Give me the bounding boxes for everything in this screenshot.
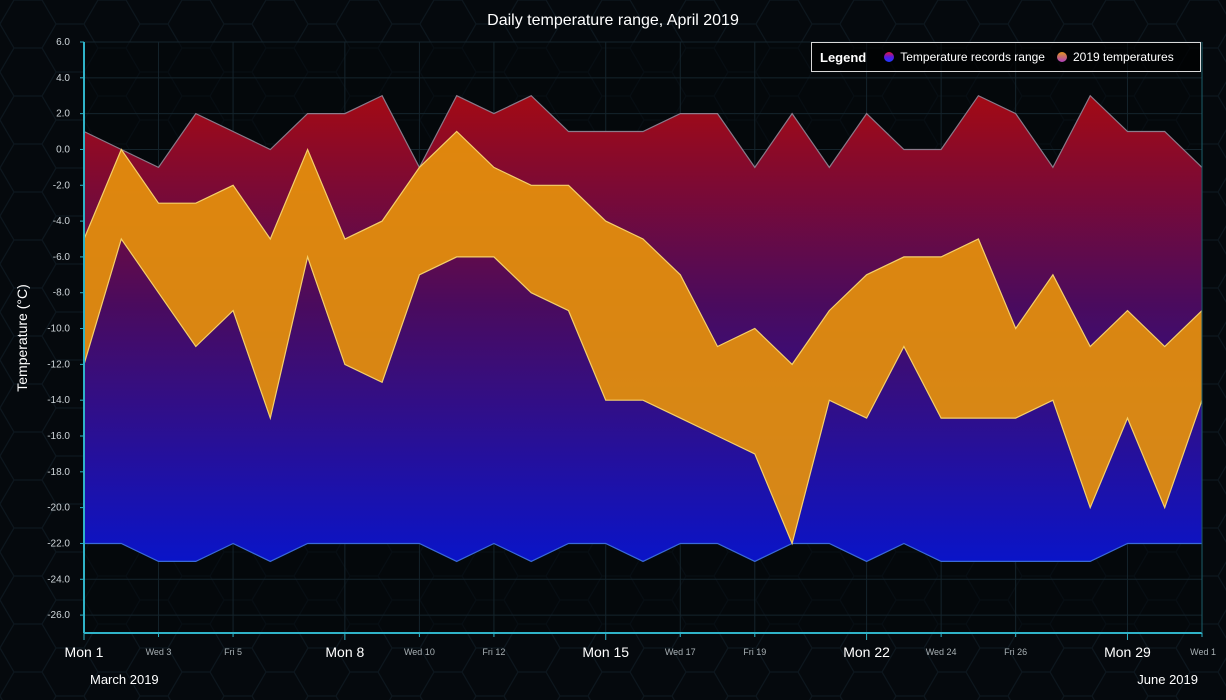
y-tick-label: -8.0 — [53, 288, 71, 299]
date-label-right: June 2019 — [1137, 672, 1198, 687]
y-tick-label: -26.0 — [47, 610, 70, 621]
y-tick-label: -2.0 — [53, 180, 71, 191]
legend-label-2019-temperatures: 2019 temperatures — [1072, 50, 1174, 64]
y-tick-label: 4.0 — [56, 73, 70, 84]
x-tick-label: Fri 5 — [224, 647, 242, 657]
y-tick-label: 6.0 — [56, 37, 70, 48]
y-tick-label: -20.0 — [47, 503, 70, 514]
legend-item-2019-temperatures[interactable]: 2019 temperatures — [1056, 50, 1174, 64]
y-tick-label: -4.0 — [53, 216, 71, 227]
y-tick-label: -14.0 — [47, 395, 70, 406]
legend-item-records-range[interactable]: Temperature records range — [884, 50, 1045, 64]
y-tick-label: -18.0 — [47, 467, 70, 478]
y-tick-label: 2.0 — [56, 109, 70, 120]
records-range-swatch-icon — [884, 52, 895, 62]
legend: Legend Temperature records range 2019 te… — [811, 42, 1201, 72]
x-tick-label: Wed 3 — [146, 647, 172, 657]
y-tick-label: -6.0 — [53, 252, 71, 263]
x-tick-label: Mon 22 — [843, 644, 890, 660]
records-range-low-line — [84, 542, 1202, 563]
legend-label-records-range: Temperature records range — [900, 50, 1045, 64]
legend-title: Legend — [820, 49, 867, 65]
x-tick-label: Wed 10 — [404, 647, 435, 657]
x-tick-label: Fri 19 — [743, 647, 766, 657]
records-range-high-line — [83, 94, 1203, 169]
temperatures-2019-swatch-icon — [1056, 52, 1067, 62]
x-tick-label: Mon 1 — [65, 644, 104, 660]
x-tick-label: Fri 26 — [1004, 647, 1027, 657]
x-tick-label: Wed 17 — [665, 647, 696, 657]
y-tick-label: -16.0 — [47, 431, 70, 442]
x-tick-label: Mon 29 — [1104, 644, 1151, 660]
x-tick-label: Mon 8 — [325, 644, 364, 660]
y-tick-label: -12.0 — [47, 359, 70, 370]
y-axis-title: Temperature (°C) — [14, 284, 30, 392]
x-tick-label: Wed 24 — [926, 647, 957, 657]
chart-title: Daily temperature range, April 2019 — [487, 12, 739, 29]
date-label-left: March 2019 — [90, 672, 159, 687]
temperatures-2019-low-line — [83, 237, 1203, 546]
y-tick-label: 0.0 — [56, 144, 70, 155]
x-tick-label: Wed 1 — [1190, 647, 1216, 657]
axes: 6.0 4.0 2.0 0.0 -2.0 -4.0 -6.0 -8.0 -10.0 -12.0 -1… — [47, 37, 1216, 660]
series-layer — [83, 94, 1203, 563]
x-tick-label: Fri 12 — [482, 647, 505, 657]
y-tick-label: -24.0 — [47, 574, 70, 585]
temperatures-2019-area — [84, 131, 1202, 544]
y-tick-label: -22.0 — [47, 538, 70, 549]
temperatures-2019-high-line — [83, 130, 1203, 366]
x-tick-label: Mon 15 — [582, 644, 629, 660]
y-tick-label: -10.0 — [47, 324, 70, 335]
